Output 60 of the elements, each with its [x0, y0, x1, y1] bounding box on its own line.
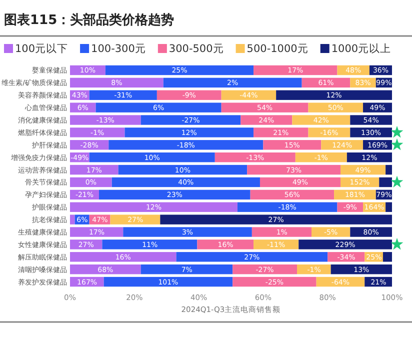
- bar: [237, 202, 338, 212]
- bar: [70, 115, 141, 125]
- bar: [70, 264, 141, 274]
- bar: [70, 227, 124, 237]
- bar: [295, 152, 347, 162]
- bar: [123, 227, 252, 237]
- bar: [232, 276, 316, 287]
- bar: [96, 102, 222, 112]
- bar: [89, 152, 215, 162]
- bar: [163, 78, 302, 88]
- bar: [350, 227, 392, 237]
- legend-label: 500-1000元: [246, 43, 308, 55]
- bar: [330, 264, 392, 274]
- legend-label: 100-300元: [91, 43, 146, 55]
- bar: [197, 240, 254, 250]
- bar: [240, 115, 292, 125]
- bar: [308, 102, 364, 112]
- bar: [252, 227, 312, 237]
- bar: [276, 90, 392, 100]
- bar: [160, 214, 392, 224]
- bar: [98, 190, 250, 200]
- bar: [232, 264, 298, 274]
- bar: [221, 102, 308, 112]
- bar: [214, 152, 296, 162]
- bar: [70, 128, 125, 138]
- bar: [254, 240, 299, 250]
- bar: [140, 264, 233, 274]
- bar: [118, 164, 248, 175]
- bar: [350, 115, 392, 125]
- legend-label: 100元以下: [15, 42, 68, 55]
- bar: [105, 65, 254, 76]
- bar: [112, 177, 260, 188]
- bar: [312, 227, 350, 237]
- bar: [250, 190, 334, 200]
- bar: [386, 164, 392, 175]
- bar: [263, 140, 322, 150]
- legend-label: 1000元以上: [331, 42, 392, 55]
- bar: [108, 140, 264, 150]
- bar: [70, 78, 164, 88]
- bar: [254, 128, 308, 138]
- legend-label: 300-500元: [168, 43, 224, 55]
- bar: [70, 252, 176, 262]
- bar: [176, 252, 328, 262]
- bar: [382, 252, 392, 262]
- bar: [254, 65, 338, 76]
- bar: [70, 214, 75, 224]
- chart-title: 图表115：头部品类价格趋势: [4, 12, 174, 28]
- bar: [140, 115, 241, 125]
- bar: [260, 177, 340, 188]
- bar: [386, 202, 392, 212]
- bar: [156, 90, 222, 100]
- bar: [292, 115, 350, 125]
- bar: [89, 90, 157, 100]
- bar: [104, 276, 233, 287]
- bar: [70, 202, 238, 212]
- bar: [247, 164, 340, 175]
- bar: [110, 214, 160, 224]
- bar: [308, 128, 350, 138]
- bar: [124, 128, 254, 138]
- bar: [102, 240, 198, 250]
